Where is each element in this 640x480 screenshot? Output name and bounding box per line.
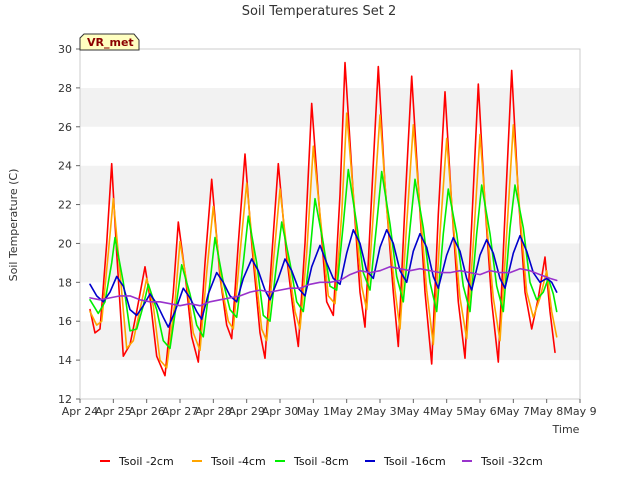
y-tick-label: 16 bbox=[58, 315, 72, 328]
grid-band bbox=[80, 204, 580, 244]
x-tick-label: May 6 bbox=[463, 405, 496, 418]
y-tick-label: 20 bbox=[58, 237, 72, 250]
series-layer bbox=[89, 61, 558, 377]
x-tick-label: May 2 bbox=[330, 405, 363, 418]
y-axis-ticks: 12 14 16 18 20 22 24 26 28 30 bbox=[58, 43, 80, 406]
grid-band bbox=[80, 87, 580, 127]
y-tick-label: 24 bbox=[58, 160, 72, 173]
x-tick-label: Apr 27 bbox=[162, 405, 199, 418]
x-tick-label: May 1 bbox=[297, 405, 330, 418]
series-line-tsoil-32cm bbox=[89, 266, 558, 307]
series-line-tsoil-16cm bbox=[89, 229, 558, 328]
x-tick-label: May 4 bbox=[397, 405, 430, 418]
x-tick-label: Apr 25 bbox=[95, 405, 132, 418]
grid-band bbox=[80, 165, 580, 205]
legend-label: Tsoil -16cm bbox=[383, 455, 446, 468]
chart-title: Soil Temperatures Set 2 bbox=[242, 4, 397, 19]
y-axis-label: Soil Temperature (C) bbox=[7, 169, 20, 282]
y-tick-label: 18 bbox=[58, 276, 72, 289]
legend-label: Tsoil -4cm bbox=[210, 455, 266, 468]
x-tick-label: Apr 30 bbox=[262, 405, 299, 418]
legend: Tsoil -2cm Tsoil -4cm Tsoil -8cm Tsoil -16c… bbox=[100, 455, 543, 468]
station-badge: VR_met bbox=[79, 33, 140, 51]
station-badge-label: VR_met bbox=[87, 36, 134, 49]
x-tick-label: May 3 bbox=[363, 405, 396, 418]
x-tick-label: May 9 bbox=[563, 405, 596, 418]
x-tick-label: Apr 26 bbox=[128, 405, 165, 418]
y-tick-label: 22 bbox=[58, 199, 72, 212]
y-tick-label: 30 bbox=[58, 43, 72, 56]
grid-band bbox=[80, 126, 580, 166]
grid-band bbox=[80, 360, 580, 399]
x-tick-label: May 7 bbox=[497, 405, 530, 418]
y-tick-label: 12 bbox=[58, 393, 72, 406]
x-axis-label: Time bbox=[552, 423, 580, 436]
legend-label: Tsoil -2cm bbox=[118, 455, 174, 468]
grid-band bbox=[80, 49, 580, 88]
series-line-tsoil-2cm bbox=[89, 61, 556, 377]
x-tick-label: Apr 29 bbox=[228, 405, 265, 418]
x-tick-label: May 5 bbox=[430, 405, 463, 418]
legend-label: Tsoil -32cm bbox=[480, 455, 543, 468]
y-tick-label: 26 bbox=[58, 121, 72, 134]
legend-label: Tsoil -8cm bbox=[293, 455, 349, 468]
grid-bands bbox=[80, 49, 580, 399]
x-tick-label: Apr 28 bbox=[195, 405, 232, 418]
x-tick-label: May 8 bbox=[530, 405, 563, 418]
x-tick-label: Apr 24 bbox=[62, 405, 99, 418]
y-tick-label: 14 bbox=[58, 354, 72, 367]
plot-area bbox=[79, 48, 581, 400]
y-tick-label: 28 bbox=[58, 82, 72, 95]
